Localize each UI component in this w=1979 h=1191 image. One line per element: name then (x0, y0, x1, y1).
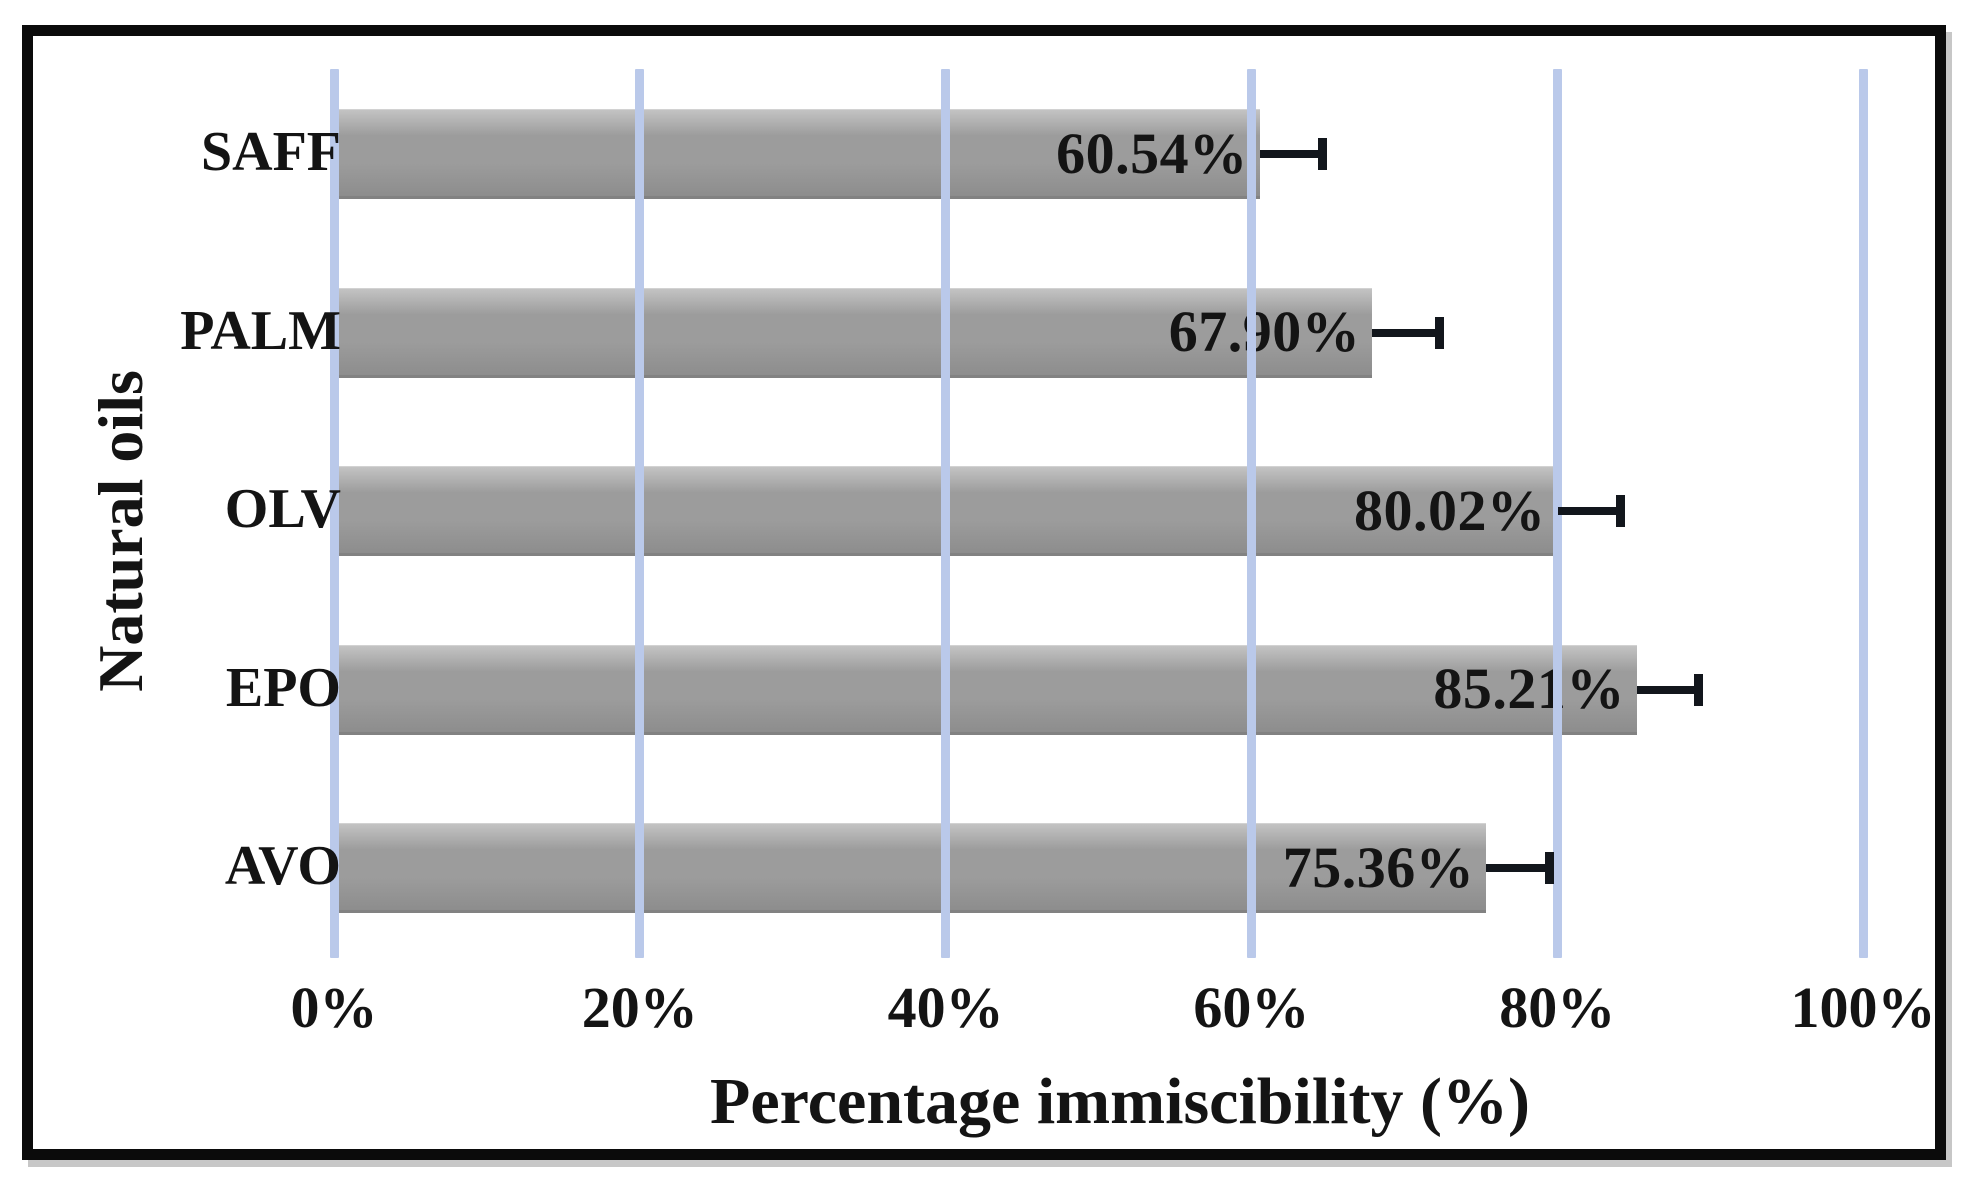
error-bar-cap-olv (1616, 495, 1626, 527)
x-tick-label-40: 40% (887, 975, 1004, 1040)
chart-frame: 60.54% 67.90% 80.02% 85.21% 75.36% SAFF PALM O… (22, 25, 1946, 1160)
bar-value-label-saff: 60.54% (1056, 120, 1248, 186)
category-label-palm: PALM (180, 299, 341, 362)
gridline-0 (329, 69, 339, 958)
gridline-40 (941, 69, 951, 958)
x-tick-label-0: 0% (290, 975, 378, 1040)
error-bar-cap-avo (1544, 852, 1554, 884)
bar-palm: 67.90% (339, 287, 1373, 378)
bar-epo: 85.21% (339, 644, 1637, 735)
category-label-olv: OLV (224, 478, 341, 540)
category-label-avo: AVO (224, 835, 341, 897)
bar-avo: 75.36% (339, 823, 1487, 913)
plot-area: 60.54% 67.90% 80.02% 85.21% 75.36% (33, 36, 1935, 1149)
bar-value-label-palm: 67.90% (1168, 299, 1361, 364)
x-axis-title: Percentage immiscibility (%) (710, 1065, 1530, 1138)
error-bar-line-olv (1557, 507, 1621, 515)
gridline-60 (1246, 69, 1256, 958)
category-label-saff: SAFF (201, 121, 341, 183)
y-axis-title: Natural oils (85, 370, 156, 692)
gridline-80 (1552, 69, 1562, 958)
x-tick-label-80: 80% (1499, 975, 1616, 1040)
category-label-epo: EPO (225, 656, 341, 719)
bar-value-label-epo: 85.21% (1433, 656, 1625, 721)
bar-value-label-avo: 75.36% (1282, 834, 1475, 900)
error-bar-line-avo (1486, 864, 1549, 872)
gridline-100 (1858, 69, 1868, 958)
error-bar-cap-saff (1318, 138, 1328, 170)
error-bar-line-epo (1636, 685, 1699, 694)
x-tick-label-20: 20% (581, 975, 698, 1040)
bar-value-label-olv: 80.02% (1354, 477, 1546, 543)
x-tick-label-100: 100% (1790, 975, 1936, 1040)
error-bar-line-saff (1259, 150, 1323, 158)
error-bar-line-palm (1372, 328, 1440, 337)
bar-saff: 60.54% (339, 109, 1260, 199)
gridline-20 (635, 69, 645, 958)
error-bar-cap-epo (1694, 673, 1704, 706)
x-tick-label-60: 60% (1193, 975, 1310, 1040)
error-bar-cap-palm (1435, 316, 1445, 349)
